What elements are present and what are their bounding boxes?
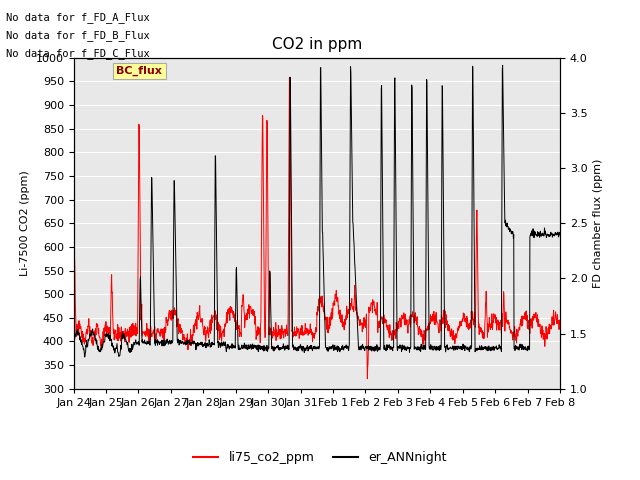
- Y-axis label: FD chamber flux (ppm): FD chamber flux (ppm): [593, 158, 603, 288]
- Y-axis label: Li-7500 CO2 (ppm): Li-7500 CO2 (ppm): [20, 170, 30, 276]
- Text: No data for f_FD_B_Flux: No data for f_FD_B_Flux: [6, 30, 150, 41]
- Title: CO2 in ppm: CO2 in ppm: [271, 37, 362, 52]
- Text: No data for f_FD_A_Flux: No data for f_FD_A_Flux: [6, 12, 150, 23]
- Text: No data for f_FD_C_Flux: No data for f_FD_C_Flux: [6, 48, 150, 60]
- Legend: li75_co2_ppm, er_ANNnight: li75_co2_ppm, er_ANNnight: [188, 446, 452, 469]
- Text: BC_flux: BC_flux: [116, 66, 162, 76]
